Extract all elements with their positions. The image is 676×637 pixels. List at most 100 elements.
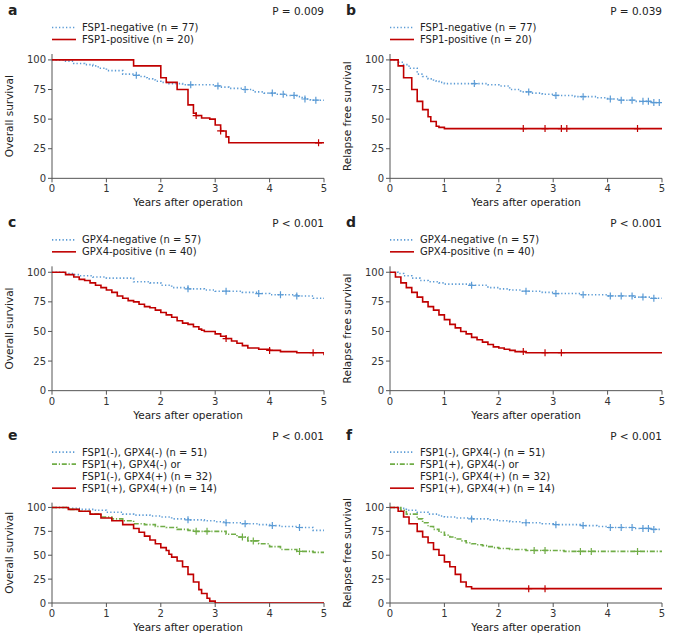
plot-area xyxy=(390,507,662,592)
x-axis-label: Years after operation xyxy=(132,196,243,208)
censor-mark xyxy=(315,139,322,146)
legend-label: GPX4-positive (n = 40) xyxy=(420,246,535,257)
legend-label: FSP1-negative (n = 77) xyxy=(420,22,537,33)
censor-mark xyxy=(280,91,287,98)
x-tick xyxy=(324,391,325,395)
y-axis-label: Relapse free survival xyxy=(341,274,353,384)
y-tick-label: 0 xyxy=(378,598,384,609)
y-tick xyxy=(386,301,390,302)
panel-label: c xyxy=(8,214,16,230)
censor-mark xyxy=(525,585,532,592)
censor-mark xyxy=(552,290,559,297)
legend-label: FSP1(-), GPX4(-) (n = 51) xyxy=(82,447,207,458)
y-tick xyxy=(48,555,52,556)
y-tick xyxy=(386,272,390,273)
y-tick xyxy=(386,331,390,332)
x-tick-label: 4 xyxy=(266,183,272,194)
y-tick-label: 100 xyxy=(365,54,384,65)
x-tick-label: 5 xyxy=(659,183,665,194)
x-tick xyxy=(498,391,499,395)
p-value: P = 0.009 xyxy=(272,5,324,17)
censor-mark xyxy=(580,291,587,298)
y-tick-label: 0 xyxy=(378,385,384,396)
y-tick-label: 50 xyxy=(33,114,46,125)
y-axis xyxy=(52,503,53,603)
y-axis-label: Relapse free survival xyxy=(341,498,353,608)
y-tick xyxy=(386,361,390,362)
survival-curve xyxy=(390,60,662,129)
x-tick xyxy=(324,603,325,607)
legend-label: FSP1-positive (n = 20) xyxy=(420,34,532,45)
censor-mark xyxy=(577,548,584,555)
y-tick xyxy=(386,603,390,604)
y-tick-label: 25 xyxy=(371,574,384,585)
y-tick-label: 0 xyxy=(40,385,46,396)
censor-mark xyxy=(296,524,303,531)
legend-label-line: FSP1-positive (n = 20) xyxy=(420,34,532,45)
censor-mark xyxy=(650,295,657,302)
panel: bP = 0.039FSP1-negative (n = 77)FSP1-pos… xyxy=(341,2,665,208)
x-tick-label: 4 xyxy=(266,608,272,619)
censor-mark xyxy=(629,524,636,531)
x-tick xyxy=(553,391,554,395)
censor-mark xyxy=(542,547,549,554)
p-value: P < 0.001 xyxy=(610,430,662,442)
panel-label: e xyxy=(8,427,18,443)
legend-swatch xyxy=(390,239,414,241)
x-axis-label: Years after operation xyxy=(470,196,581,208)
legend-label-line: FSP1(-), GPX4(+) (n = 32) xyxy=(82,471,212,482)
censor-mark xyxy=(296,548,303,555)
panel-label: f xyxy=(346,427,353,443)
legend-label: FSP1-negative (n = 77) xyxy=(82,22,199,33)
x-tick xyxy=(160,603,161,607)
x-tick-label: 5 xyxy=(659,396,665,407)
legend-item: GPX4-negative (n = 57) xyxy=(390,234,539,245)
y-tick xyxy=(386,390,390,391)
legend-swatch xyxy=(390,463,414,465)
legend-label: GPX4-negative (n = 57) xyxy=(420,234,539,245)
censor-mark xyxy=(193,528,200,535)
x-tick-label: 3 xyxy=(212,183,218,194)
y-tick-label: 50 xyxy=(371,550,384,561)
legend-swatch xyxy=(390,487,414,489)
y-tick xyxy=(386,89,390,90)
legend-swatch xyxy=(52,451,76,453)
x-tick-label: 2 xyxy=(496,396,502,407)
censor-mark xyxy=(580,93,587,100)
x-tick-label: 0 xyxy=(49,608,55,619)
x-tick xyxy=(444,603,445,607)
x-tick xyxy=(662,603,663,607)
x-tick xyxy=(390,391,391,395)
legend-label: FSP1(+), GPX4(-) orFSP1(-), GPX4(+) (n =… xyxy=(82,459,212,482)
censor-mark xyxy=(650,526,657,533)
y-tick xyxy=(386,59,390,60)
x-tick-label: 2 xyxy=(496,183,502,194)
y-tick-label: 100 xyxy=(27,502,46,513)
x-tick xyxy=(215,178,216,182)
censor-mark xyxy=(223,335,230,342)
legend-label: FSP1(+), GPX4(+) (n = 14) xyxy=(82,483,217,494)
x-tick-label: 0 xyxy=(387,396,393,407)
x-tick-label: 2 xyxy=(158,396,164,407)
legend-swatch xyxy=(52,463,76,465)
x-axis xyxy=(390,178,662,179)
x-tick-label: 5 xyxy=(321,608,327,619)
x-tick-label: 1 xyxy=(103,396,109,407)
legend-item: FSP1(+), GPX4(-) orFSP1(-), GPX4(+) (n =… xyxy=(52,459,212,482)
x-tick-label: 0 xyxy=(49,183,55,194)
x-tick-label: 0 xyxy=(387,608,393,619)
legend-item: GPX4-positive (n = 40) xyxy=(390,246,535,257)
x-tick xyxy=(553,178,554,182)
x-tick-label: 1 xyxy=(441,183,447,194)
figure: aP = 0.009FSP1-negative (n = 77)FSP1-pos… xyxy=(0,0,676,637)
censor-mark xyxy=(552,92,559,99)
censor-mark xyxy=(542,125,549,132)
x-tick-label: 0 xyxy=(387,183,393,194)
y-tick-label: 25 xyxy=(371,143,384,154)
y-tick xyxy=(386,148,390,149)
censor-mark xyxy=(618,292,625,299)
x-axis-label: Years after operation xyxy=(470,409,581,421)
panel-label: a xyxy=(8,2,17,18)
legend-label-line: GPX4-positive (n = 40) xyxy=(420,246,535,257)
x-axis-label: Years after operation xyxy=(132,409,243,421)
